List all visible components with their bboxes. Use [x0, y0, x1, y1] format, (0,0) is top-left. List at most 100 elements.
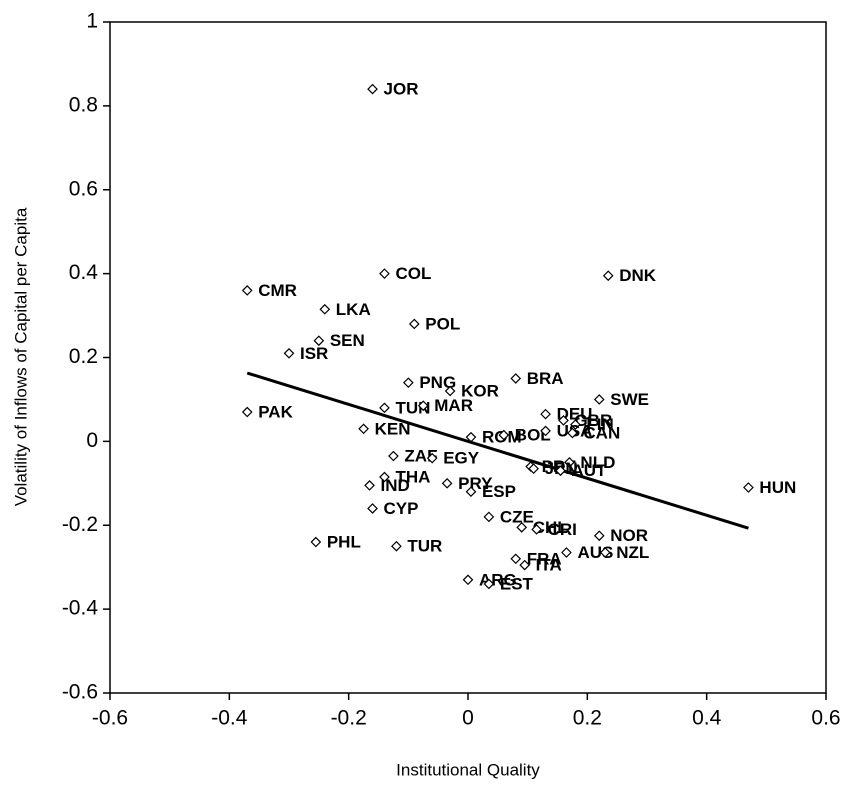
- x-tick-label: 0.2: [573, 707, 602, 730]
- y-tick-label: 1: [86, 10, 98, 33]
- point: [379, 268, 390, 279]
- point: [540, 425, 551, 437]
- point: [462, 574, 474, 586]
- point: [519, 559, 531, 571]
- point-label: CZE: [500, 507, 534, 526]
- point-label: KOR: [461, 382, 499, 401]
- point: [593, 530, 605, 542]
- point: [367, 83, 378, 95]
- x-tick-label: -0.4: [211, 707, 248, 730]
- point: [441, 477, 453, 489]
- point: [465, 431, 477, 443]
- point: [599, 547, 611, 558]
- point-label: IND: [381, 476, 410, 495]
- point-label: NLD: [580, 453, 615, 472]
- point-label: DNK: [619, 266, 657, 285]
- point: [593, 394, 605, 405]
- point: [402, 377, 414, 389]
- point-label: CRI: [548, 520, 577, 539]
- point: [241, 285, 253, 296]
- x-tick-label: 0.6: [811, 707, 840, 730]
- y-tick-label: 0.2: [69, 345, 98, 368]
- point: [483, 578, 495, 590]
- point-label: CMR: [258, 281, 297, 300]
- point-label: ITA: [536, 556, 562, 575]
- point: [510, 373, 522, 384]
- point: [564, 456, 575, 468]
- point-label: PAK: [258, 403, 293, 422]
- point-label: NOR: [610, 526, 648, 545]
- point: [417, 400, 429, 412]
- point: [313, 335, 325, 347]
- point: [388, 450, 399, 462]
- point-label: GBR: [574, 411, 612, 430]
- y-tick-label: 0.8: [69, 93, 98, 116]
- point: [483, 511, 495, 523]
- point: [528, 463, 539, 474]
- point-label: CHL: [533, 518, 568, 537]
- point-label: EGY: [443, 449, 480, 468]
- point-label: ESP: [482, 482, 516, 501]
- point-label: LKA: [336, 300, 371, 319]
- point-label: SEN: [330, 331, 365, 350]
- x-tick-label: 0: [462, 707, 474, 730]
- y-axis-label: Volatility of Inflows of Capital per Cap…: [11, 207, 30, 506]
- y-tick-label: -0.6: [62, 681, 98, 704]
- point: [364, 480, 375, 491]
- point: [465, 486, 477, 498]
- point: [540, 408, 551, 420]
- point: [283, 347, 295, 359]
- point-label: SWE: [610, 390, 649, 409]
- point: [358, 423, 369, 435]
- point-label: COL: [395, 264, 431, 283]
- point: [379, 402, 390, 414]
- point: [319, 303, 331, 315]
- point: [570, 419, 581, 430]
- point-label: CYP: [384, 499, 419, 518]
- point: [567, 427, 578, 439]
- x-tick-label: 0.4: [692, 707, 722, 730]
- point: [310, 536, 322, 548]
- point: [408, 318, 420, 330]
- y-tick-label: -0.4: [62, 597, 99, 620]
- point: [555, 465, 566, 477]
- point-label: ISR: [300, 344, 328, 363]
- point-label: KEN: [375, 419, 411, 438]
- point-label: TUR: [407, 537, 442, 556]
- point-label: HUN: [759, 478, 796, 497]
- point-label: AUS: [577, 543, 613, 562]
- point: [241, 406, 253, 418]
- point: [558, 415, 569, 426]
- point: [561, 547, 572, 558]
- point: [531, 524, 542, 535]
- point: [391, 540, 402, 552]
- point: [426, 452, 438, 464]
- point: [743, 482, 754, 493]
- point: [444, 385, 456, 397]
- point: [510, 553, 522, 565]
- point-label: AUT: [571, 461, 607, 480]
- point-label: BRA: [527, 369, 564, 388]
- point-label: NZL: [616, 543, 649, 562]
- point-label: EST: [500, 574, 534, 593]
- y-tick-label: 0.4: [69, 261, 99, 284]
- x-tick-label: -0.2: [331, 707, 367, 730]
- x-tick-label: -0.6: [92, 707, 128, 730]
- point-label: JOR: [384, 80, 419, 99]
- plot-frame: [109, 21, 827, 694]
- point-label: CAN: [583, 423, 620, 442]
- point-label: PHL: [327, 533, 361, 552]
- point-label: PRY: [458, 474, 493, 493]
- point-label: THA: [395, 468, 430, 487]
- point: [498, 429, 510, 441]
- point: [379, 471, 390, 483]
- trend-line: [246, 371, 749, 530]
- x-axis-label: Institutional Quality: [396, 760, 540, 779]
- point-label: ZAF: [404, 447, 437, 466]
- point: [602, 270, 614, 282]
- point: [367, 503, 378, 514]
- y-tick-label: 0.6: [69, 177, 98, 200]
- point: [516, 521, 528, 533]
